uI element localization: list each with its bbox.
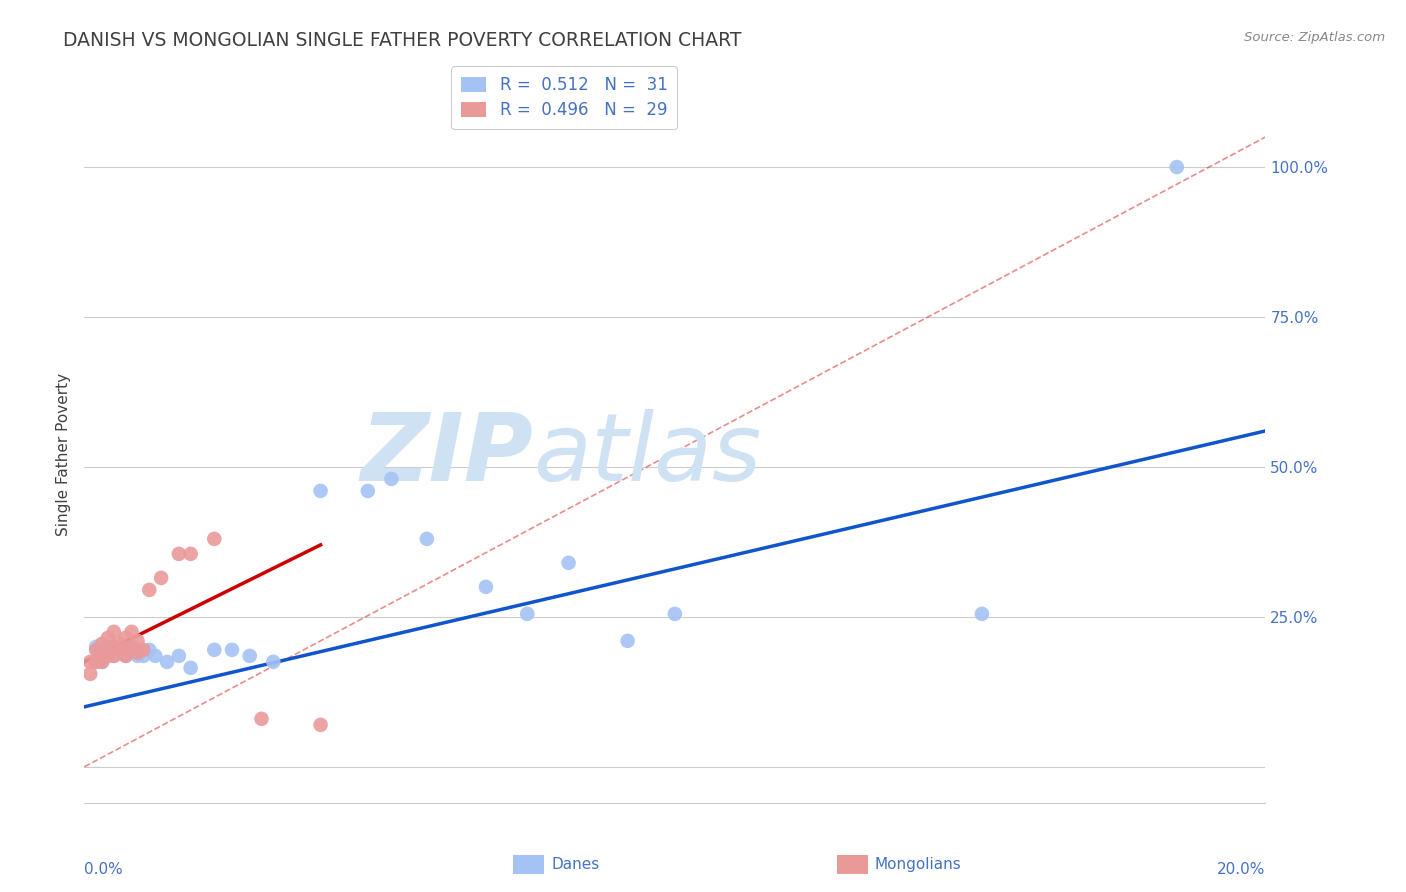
Point: [380, 472, 402, 486]
Point: [84, 655, 107, 669]
Point: [121, 640, 143, 654]
Text: Mongolians: Mongolians: [875, 857, 962, 871]
Y-axis label: Single Father Poverty: Single Father Poverty: [56, 374, 72, 536]
Point: [132, 648, 155, 663]
Point: [79, 666, 101, 681]
Point: [108, 637, 131, 651]
Point: [97, 631, 120, 645]
Point: [91, 646, 114, 660]
Point: [114, 643, 136, 657]
Point: [664, 607, 686, 621]
Point: [180, 547, 202, 561]
Point: [121, 643, 143, 657]
Point: [143, 648, 166, 663]
Point: [84, 643, 107, 657]
Text: atlas: atlas: [533, 409, 762, 500]
Point: [156, 655, 179, 669]
Point: [970, 607, 993, 621]
Point: [79, 655, 101, 669]
Point: [1166, 160, 1188, 174]
Point: [114, 648, 136, 663]
Point: [357, 483, 380, 498]
Point: [84, 655, 107, 669]
Point: [108, 643, 131, 657]
Point: [475, 580, 498, 594]
Point: [138, 582, 160, 597]
Legend: R =  0.512   N =  31, R =  0.496   N =  29: R = 0.512 N = 31, R = 0.496 N = 29: [451, 66, 678, 129]
Point: [221, 643, 243, 657]
Point: [127, 646, 149, 660]
Point: [103, 624, 125, 639]
Point: [557, 556, 579, 570]
Text: Danes: Danes: [551, 857, 599, 871]
Point: [103, 640, 125, 654]
Point: [91, 655, 114, 669]
Point: [309, 718, 332, 732]
Point: [84, 640, 107, 654]
Point: [616, 633, 638, 648]
Point: [108, 643, 131, 657]
Point: [91, 655, 114, 669]
Point: [167, 648, 190, 663]
Point: [132, 643, 155, 657]
Point: [309, 483, 332, 498]
Text: DANISH VS MONGOLIAN SINGLE FATHER POVERTY CORRELATION CHART: DANISH VS MONGOLIAN SINGLE FATHER POVERT…: [63, 31, 742, 50]
Point: [97, 640, 120, 654]
Point: [250, 712, 273, 726]
Point: [167, 547, 190, 561]
Point: [127, 648, 149, 663]
Point: [239, 648, 262, 663]
Point: [516, 607, 538, 621]
Point: [91, 637, 114, 651]
Point: [97, 648, 120, 663]
Point: [127, 633, 149, 648]
Point: [114, 648, 136, 663]
Point: [114, 631, 136, 645]
Point: [150, 571, 173, 585]
Point: [97, 648, 120, 663]
Point: [103, 648, 125, 663]
Text: 0.0%: 0.0%: [84, 862, 124, 877]
Point: [416, 532, 439, 546]
Point: [262, 655, 284, 669]
Point: [121, 624, 143, 639]
Text: Source: ZipAtlas.com: Source: ZipAtlas.com: [1244, 31, 1385, 45]
Text: ZIP: ZIP: [360, 409, 533, 501]
Text: 20.0%: 20.0%: [1218, 862, 1265, 877]
Point: [138, 643, 160, 657]
Point: [202, 643, 225, 657]
Point: [202, 532, 225, 546]
Point: [180, 661, 202, 675]
Point: [103, 648, 125, 663]
